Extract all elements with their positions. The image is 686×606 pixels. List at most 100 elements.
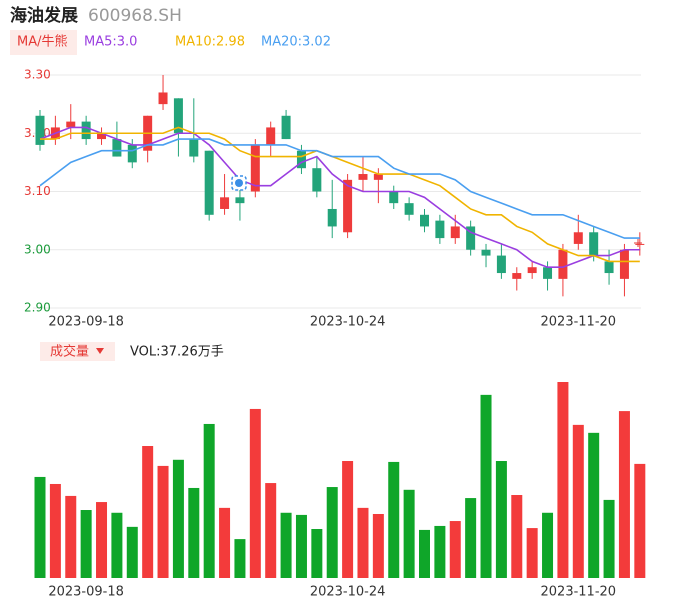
volume-bar (96, 502, 108, 578)
candle-body (604, 261, 614, 274)
candle-body (220, 197, 230, 209)
volume-bar (188, 487, 200, 578)
candle-body (127, 144, 137, 163)
candle-body (312, 168, 322, 192)
volume-bar (311, 529, 323, 578)
volume-bar (249, 408, 261, 578)
volume-readout: VOL:37.26万手 (130, 345, 224, 360)
volume-bar (603, 499, 615, 578)
y-tick-label: 3.10 (24, 184, 51, 198)
candle-body (527, 267, 537, 274)
candle-body (512, 273, 522, 279)
volume-bar (388, 461, 400, 578)
volume-bar (342, 461, 354, 578)
dropdown-arrow[interactable] (96, 348, 104, 354)
candle-body (343, 179, 353, 233)
candle-body (97, 133, 107, 140)
x-tick-label: 2023-09-18 (48, 585, 124, 600)
volume-bar (434, 525, 446, 578)
volume-bar (511, 495, 523, 578)
candle-body (35, 115, 45, 145)
volume-bar (295, 514, 307, 578)
candle-body (450, 226, 460, 239)
volume-bar (542, 512, 554, 578)
ma-line (40, 126, 640, 263)
candle-body (189, 139, 199, 157)
volume-bar (157, 465, 169, 578)
ma20-legend: MA20:3.02 (261, 35, 331, 50)
volume-bar (526, 528, 538, 578)
candle-body (235, 197, 245, 204)
candle-body (158, 92, 168, 105)
volume-bar (634, 463, 646, 578)
volume-tab-bg[interactable] (40, 342, 115, 361)
candle-body (589, 232, 599, 256)
candle-body (496, 255, 506, 274)
cursor-cross (634, 239, 642, 247)
volume-bar (142, 446, 154, 578)
event-marker-dot[interactable] (235, 179, 243, 187)
y-tick-label: 2.90 (24, 301, 51, 315)
candle-body (81, 121, 91, 140)
y-tick-label: 3.30 (24, 68, 51, 82)
candle-body (435, 220, 445, 239)
volume-bar (172, 459, 184, 578)
volume-bar (111, 512, 123, 578)
ma10-legend: MA10:2.98 (175, 35, 245, 50)
candle-body (266, 127, 276, 145)
candle-body (619, 249, 629, 279)
x-tick-label: 2023-10-24 (310, 585, 386, 600)
volume-bar (326, 487, 338, 578)
volume-bar (588, 432, 600, 578)
volume-bar (219, 507, 231, 578)
x-tick-label: 2023-10-24 (310, 315, 386, 330)
candle-body (404, 203, 414, 215)
volume-bar (280, 512, 292, 578)
volume-bar (465, 498, 477, 578)
volume-bar (49, 483, 61, 578)
volume-tab[interactable]: 成交量 (50, 344, 89, 360)
candle-body (281, 115, 291, 140)
plots: 3.303.203.103.002.902023-09-182023-10-24… (24, 68, 646, 600)
ma5-legend: MA5:3.0 (84, 35, 137, 50)
volume-bar (449, 521, 461, 578)
volume-bar (618, 411, 630, 578)
y-tick-label: 3.00 (24, 242, 51, 256)
candle-body (358, 174, 368, 180)
candle-body (635, 243, 645, 245)
candle-body (250, 144, 260, 192)
candle-body (389, 191, 399, 204)
indicator-tab[interactable]: MA/牛熊 (17, 34, 68, 50)
candle-body (466, 226, 476, 250)
volume-bar (495, 461, 507, 578)
x-tick-label: 2023-09-18 (48, 315, 124, 330)
volume-bar (419, 529, 430, 578)
ma-line (39, 138, 640, 239)
volume-bar (126, 526, 138, 578)
candle-body (66, 121, 76, 128)
volume-bar (234, 539, 246, 578)
indicator-tab-bg[interactable] (10, 30, 77, 55)
candle-body (481, 249, 491, 256)
candle-body (420, 214, 429, 227)
ma-line (39, 126, 640, 269)
stock-code: 600968.SH (88, 6, 182, 26)
volume-bar (557, 382, 569, 578)
candle-body (327, 208, 337, 227)
volume-bar (65, 495, 77, 578)
candle-body (112, 139, 122, 157)
volume-bar (403, 489, 415, 578)
volume-bar (572, 424, 584, 578)
volume-bar (80, 510, 92, 578)
candle-body (543, 267, 553, 279)
candle-body (573, 232, 583, 244)
volume-bar (265, 483, 277, 578)
candle-body (173, 98, 183, 134)
volume-bar (372, 513, 384, 578)
candle-body (204, 150, 214, 215)
volume-bar (480, 394, 492, 578)
x-tick-label: 2023-11-20 (541, 585, 617, 600)
x-tick-label: 2023-11-20 (541, 315, 617, 330)
candle-body (558, 249, 568, 279)
